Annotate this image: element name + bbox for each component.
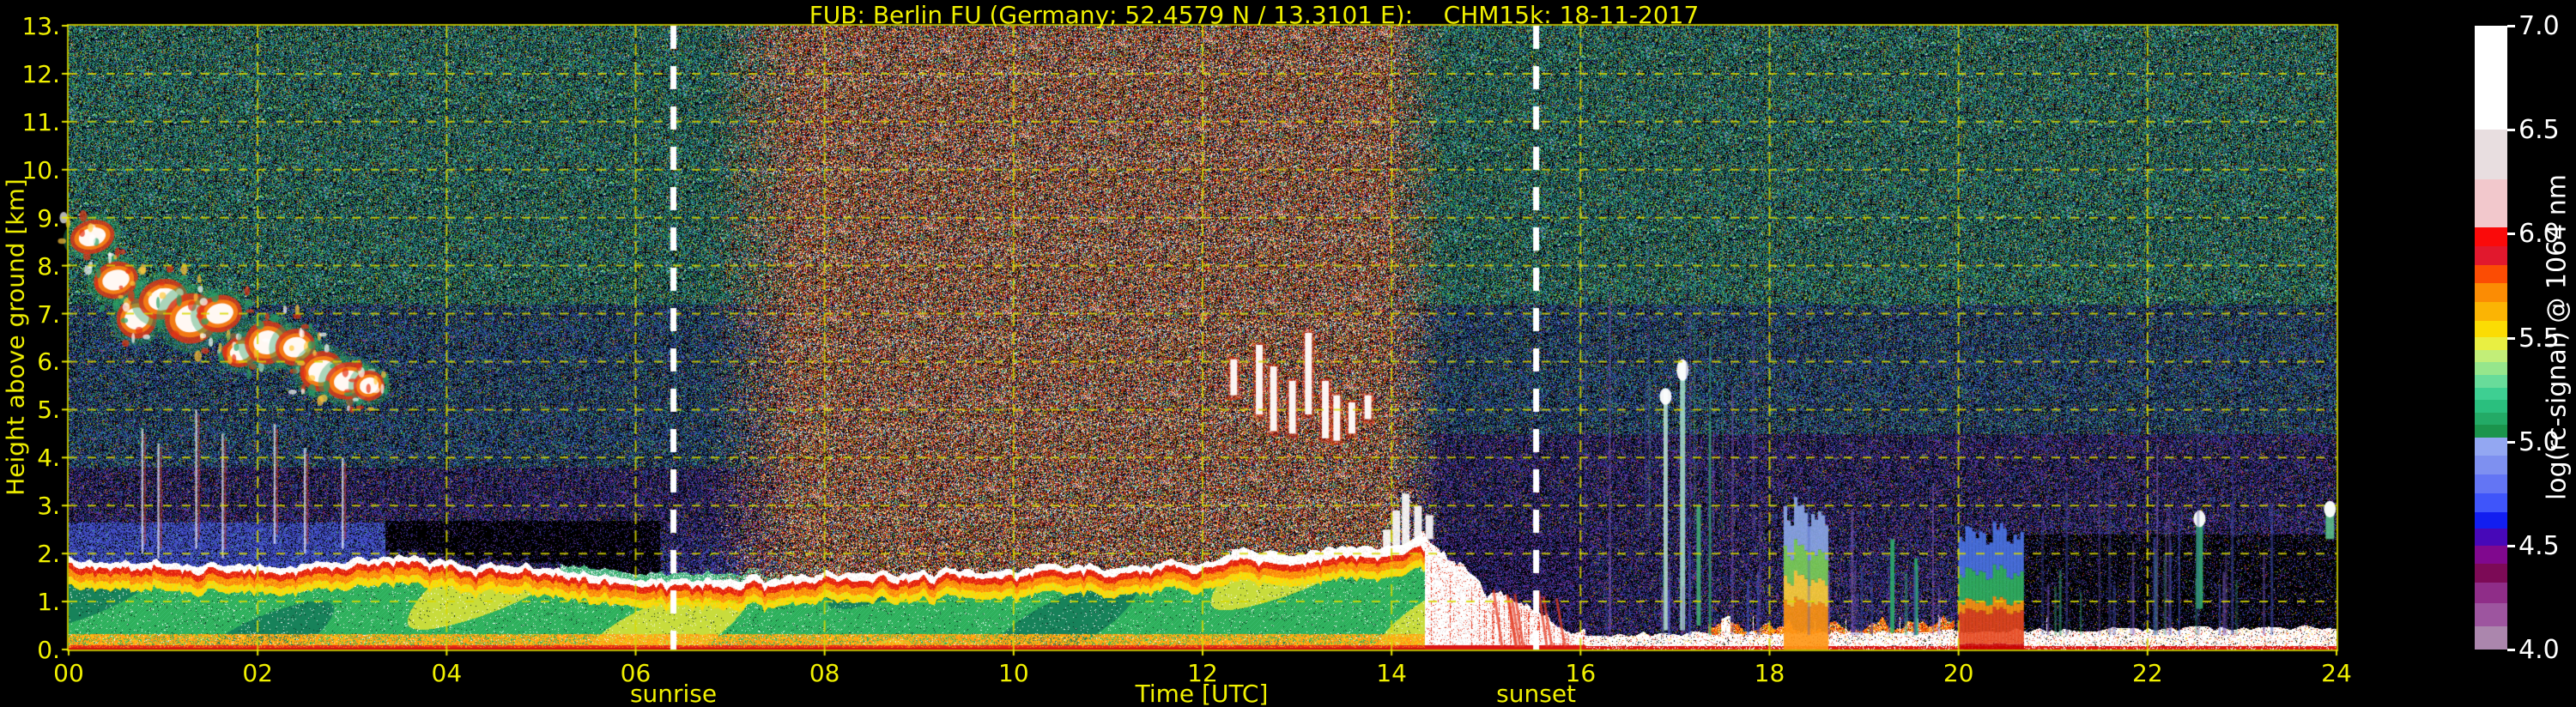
colorbar-segment (2475, 337, 2507, 350)
colorbar-tick-mark (2507, 336, 2515, 340)
y-tick-label: 6. (37, 347, 60, 377)
y-tick-label: 12. (21, 59, 60, 88)
x-axis-label: Time [UTC] (1135, 680, 1269, 707)
y-tick-label: 7. (37, 299, 60, 329)
colorbar-tick-label: 6.0 (2518, 219, 2560, 250)
colorbar-segment (2475, 400, 2507, 413)
y-tick-label: 8. (37, 251, 60, 281)
y-tick-label: 13. (21, 12, 60, 40)
colorbar-tick-label: 4.0 (2518, 635, 2560, 665)
x-tick-label: 20 (1943, 659, 1974, 687)
colorbar-segment (2475, 130, 2507, 180)
colorbar-segment (2475, 564, 2507, 583)
x-tick-label: 10 (998, 659, 1029, 687)
colorbar (2475, 26, 2507, 650)
x-tick-label: 16 (1565, 659, 1597, 687)
y-tick-label: 3. (37, 492, 60, 521)
colorbar-tick-label: 4.5 (2518, 530, 2560, 561)
sunset-annotation: sunset (1496, 680, 1577, 707)
colorbar-tick-label: 5.0 (2518, 426, 2560, 457)
colorbar-segment (2475, 302, 2507, 322)
colorbar-segment (2475, 349, 2507, 363)
colorbar-segment (2475, 529, 2507, 546)
colorbar-segment (2475, 626, 2507, 650)
x-tick-label: 04 (431, 659, 463, 687)
y-tick-label: 10. (21, 155, 60, 184)
colorbar-segment (2475, 545, 2507, 565)
x-tick-label: 24 (2321, 659, 2352, 687)
colorbar-segment (2475, 603, 2507, 627)
sunrise-annotation: sunrise (629, 680, 718, 707)
x-tick-label: 02 (242, 659, 273, 687)
colorbar-tick-label: 7.0 (2518, 11, 2560, 41)
colorbar-tick-label: 5.5 (2518, 323, 2560, 354)
colorbar-tick-mark (2507, 233, 2515, 236)
colorbar-tick-mark (2507, 649, 2515, 651)
colorbar-segment (2475, 583, 2507, 604)
colorbar-segment (2475, 283, 2507, 303)
colorbar-segment (2475, 412, 2507, 426)
colorbar-segment (2475, 362, 2507, 375)
y-tick-label: 11. (21, 107, 60, 136)
colorbar-segment (2475, 474, 2507, 494)
colorbar-segment (2475, 493, 2507, 512)
colorbar-segment (2475, 245, 2507, 265)
colorbar-segment (2475, 264, 2507, 284)
y-tick-label: 0. (37, 636, 60, 664)
colorbar-segment (2475, 456, 2507, 475)
colorbar-segment (2475, 179, 2507, 228)
y-tick-label: 5. (37, 396, 60, 425)
colorbar-tick-mark (2507, 544, 2515, 547)
x-tick-label: 14 (1376, 659, 1407, 687)
y-tick-label: 1. (37, 588, 60, 617)
colorbar-segment (2475, 437, 2507, 456)
colorbar-segment (2475, 425, 2507, 438)
colorbar-segment (2475, 375, 2507, 388)
y-tick-label: 2. (37, 540, 60, 569)
colorbar-segment (2475, 26, 2507, 130)
x-tick-label: 18 (1754, 659, 1785, 687)
x-tick-label: 22 (2132, 659, 2163, 687)
colorbar-segment (2475, 227, 2507, 246)
colorbar-tick-label: 6.5 (2518, 115, 2560, 146)
y-tick-label: 4. (37, 444, 60, 473)
x-tick-label: 12 (1187, 659, 1218, 687)
colorbar-tick-mark (2507, 25, 2515, 27)
colorbar-tick-mark (2507, 440, 2515, 444)
colorbar-tick-mark (2507, 129, 2515, 132)
plot-title: FUB: Berlin FU (Germany; 52.4579 N / 13.… (809, 1, 1700, 29)
colorbar-segment (2475, 511, 2507, 529)
x-tick-label: 08 (809, 659, 840, 687)
colorbar-segment (2475, 321, 2507, 338)
y-tick-label: 9. (37, 203, 60, 233)
x-tick-label: 06 (620, 659, 652, 687)
x-tick-label: 00 (53, 659, 84, 687)
colorbar-segment (2475, 387, 2507, 401)
